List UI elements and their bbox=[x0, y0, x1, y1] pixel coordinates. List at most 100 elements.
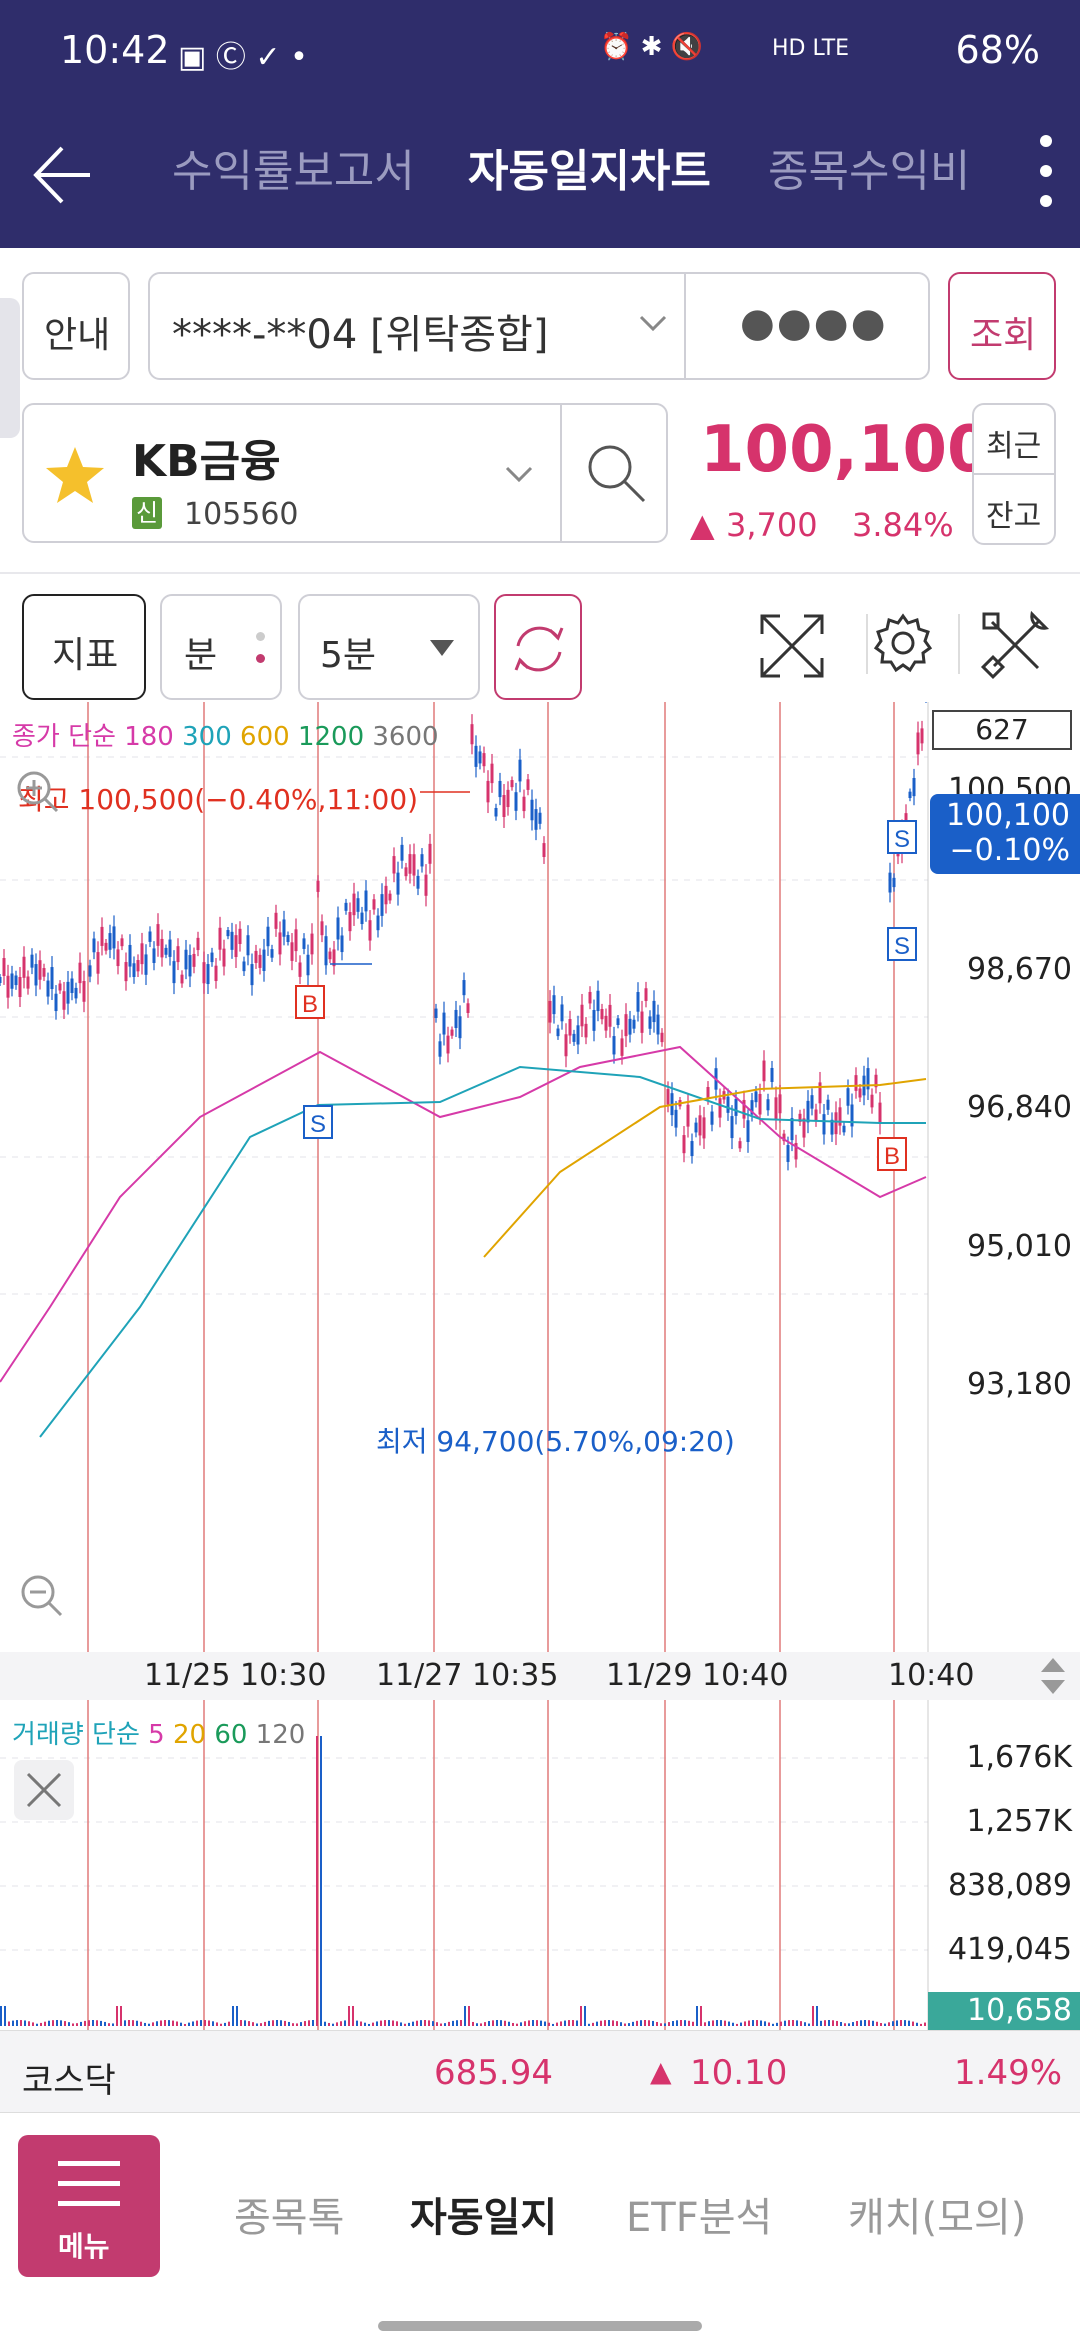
volume-bar bbox=[672, 2021, 674, 2026]
volume-bar bbox=[724, 2020, 726, 2026]
candle-body bbox=[920, 728, 924, 744]
volume-bars bbox=[0, 1700, 929, 2030]
candle-body bbox=[120, 938, 124, 947]
candle-body bbox=[838, 1107, 842, 1126]
candle-body bbox=[726, 1096, 730, 1113]
minute-button[interactable]: 분 bbox=[160, 594, 282, 700]
tab-return-report[interactable]: 수익률보고서 bbox=[172, 146, 415, 197]
candlestick-chart[interactable]: B S S S B bbox=[0, 683, 1080, 1662]
candle-body bbox=[892, 877, 896, 888]
volume-bar bbox=[100, 2020, 102, 2026]
candle-body bbox=[854, 1075, 858, 1091]
back-arrow-icon[interactable] bbox=[28, 140, 98, 210]
recent-button[interactable]: 최근 bbox=[986, 429, 1042, 464]
volume-bar bbox=[88, 2020, 90, 2026]
notification-icons: ▣ Ⓒ ✓ • bbox=[178, 40, 308, 75]
legend-prefix: 종가 단순 bbox=[12, 722, 116, 752]
volume-bar bbox=[924, 2022, 926, 2026]
candle-body bbox=[10, 973, 14, 989]
volume-bar bbox=[248, 2021, 250, 2026]
volume-bar bbox=[388, 2020, 390, 2026]
volume-bar bbox=[496, 2020, 498, 2026]
divider bbox=[560, 405, 562, 541]
volume-bar bbox=[504, 2020, 506, 2026]
volume-bar bbox=[896, 2020, 898, 2026]
volume-bar bbox=[56, 2020, 58, 2026]
x-axis: 11/25 10:30 11/27 10:35 11/29 10:40 10:4… bbox=[0, 1652, 1080, 1700]
candle-body bbox=[888, 872, 892, 893]
tab-auto-journal-chart[interactable]: 자동일지차트 bbox=[468, 146, 711, 197]
volume-bar bbox=[348, 2006, 350, 2026]
more-options-icon[interactable] bbox=[1030, 135, 1060, 215]
volume-bar bbox=[116, 2006, 118, 2026]
indicator-button[interactable]: 지표 bbox=[22, 594, 146, 700]
candle-body bbox=[666, 1089, 670, 1105]
resize-arrows-icon[interactable] bbox=[1038, 1656, 1068, 1696]
password-field[interactable]: ●●●● bbox=[740, 300, 888, 346]
star-icon[interactable] bbox=[44, 445, 106, 505]
volume-bar bbox=[516, 2023, 518, 2026]
candle-body bbox=[100, 926, 104, 946]
candle-body bbox=[270, 949, 274, 958]
refresh-icon bbox=[514, 626, 564, 672]
volume-bar bbox=[272, 2020, 274, 2026]
candle-body bbox=[368, 920, 372, 941]
zoom-out-icon[interactable] bbox=[18, 1572, 64, 1618]
candle-body bbox=[604, 1015, 608, 1031]
price-chart[interactable]: B S S S B 종가 단순 180 300 600 1200 3600 627 최고… bbox=[0, 683, 1080, 1662]
volume-bar bbox=[232, 2006, 234, 2026]
volume-bar bbox=[608, 2020, 610, 2026]
volume-bar bbox=[552, 2023, 554, 2026]
nav-etf-analysis[interactable]: ETF분석 bbox=[626, 2195, 773, 2241]
volume-bar bbox=[668, 2022, 670, 2026]
sell-marker: S bbox=[887, 927, 917, 961]
volume-y-tick: 838,089 bbox=[947, 1868, 1072, 1903]
menu-button[interactable]: 메뉴 bbox=[18, 2135, 160, 2277]
candle-body bbox=[580, 1004, 584, 1027]
candle-body bbox=[442, 1012, 446, 1035]
stock-select[interactable]: KB금융 신 105560 bbox=[22, 403, 668, 543]
volume-bar bbox=[124, 2020, 126, 2026]
balance-button[interactable]: 잔고 bbox=[986, 499, 1042, 534]
volume-bar bbox=[28, 2021, 30, 2026]
volume-chart[interactable]: 거래량 단순 5 20 60 120 1,676K 1,257K 838,089… bbox=[0, 1700, 1080, 2030]
candle-body bbox=[180, 974, 184, 984]
candle-body bbox=[552, 995, 556, 1015]
nav-auto-journal[interactable]: 자동일지 bbox=[410, 2195, 558, 2241]
guide-button[interactable]: 안내 bbox=[22, 272, 130, 380]
candle-body bbox=[172, 961, 176, 984]
fullscreen-icon[interactable] bbox=[756, 610, 828, 682]
low-label: 최저 94,700(5.70%,09:20) bbox=[376, 1425, 735, 1458]
interval-select[interactable]: 5분 bbox=[298, 594, 480, 700]
close-icon[interactable] bbox=[14, 1760, 74, 1820]
home-indicator[interactable] bbox=[378, 2321, 702, 2331]
status-bar: 10:42 ▣ Ⓒ ✓ • ⏰ ✱ 🔇 HD LTE 68% bbox=[0, 0, 1080, 105]
candle-body bbox=[534, 809, 538, 830]
current-price-pct: −0.10% bbox=[949, 833, 1070, 868]
volume-bar bbox=[372, 2022, 374, 2026]
candle-body bbox=[584, 1023, 588, 1038]
legend-ma-1200: 1200 bbox=[297, 722, 365, 752]
volume-bar bbox=[664, 2023, 666, 2026]
volume-bar bbox=[592, 2022, 594, 2026]
refresh-button[interactable] bbox=[494, 594, 582, 700]
query-button[interactable]: 조회 bbox=[948, 272, 1056, 380]
volume-bar bbox=[728, 2021, 730, 2026]
nav-stock-talk[interactable]: 종목톡 bbox=[234, 2195, 345, 2241]
volume-current-tag: 10,658 bbox=[928, 1992, 1080, 2030]
candle-body bbox=[874, 1074, 878, 1088]
search-icon[interactable] bbox=[584, 441, 648, 505]
guide-label: 안내 bbox=[44, 315, 111, 356]
candle-body bbox=[730, 1116, 734, 1139]
volume-bar bbox=[868, 2020, 870, 2026]
zoom-in-icon[interactable] bbox=[14, 768, 60, 814]
side-handle[interactable] bbox=[0, 298, 20, 438]
nav-catch-mock[interactable]: 캐치(모의) bbox=[848, 2195, 1027, 2241]
gear-icon[interactable] bbox=[870, 610, 936, 676]
tab-stock-return[interactable]: 종목수익비 bbox=[768, 146, 971, 197]
volume-bar bbox=[244, 2020, 246, 2026]
account-select[interactable]: ****-**04 [위탁종합] ●●●● bbox=[148, 272, 930, 380]
tools-icon[interactable] bbox=[980, 610, 1050, 680]
volume-bar bbox=[572, 2020, 574, 2026]
candle-body bbox=[850, 1104, 854, 1127]
